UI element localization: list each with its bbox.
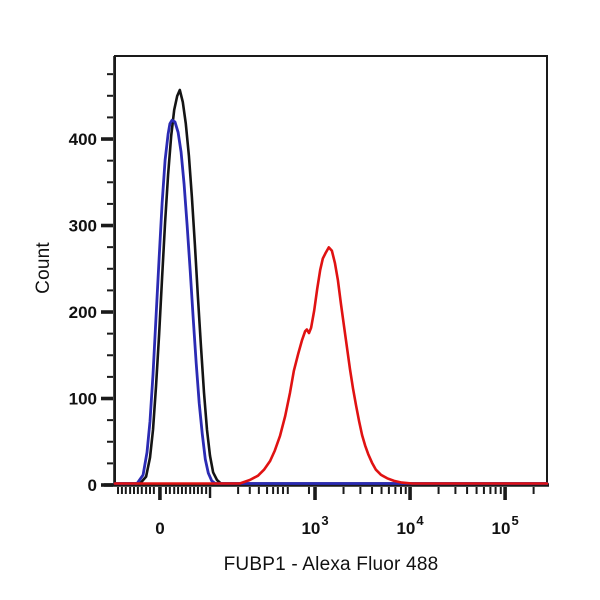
x-axis-title: FUBP1 - Alexa Fluor 488 <box>223 554 439 575</box>
x-tick-label: 105 <box>492 513 519 538</box>
y-tick-label: 400 <box>69 130 97 149</box>
y-tick-label: 200 <box>69 303 97 322</box>
plot-border <box>114 55 548 486</box>
red-curve <box>113 246 549 485</box>
x-tick-label: 103 <box>301 513 328 538</box>
y-tick-label: 100 <box>69 390 97 409</box>
x-tick-label: 104 <box>396 513 424 538</box>
y-tick-label: 300 <box>69 217 97 236</box>
y-axis-title: Count <box>33 242 54 294</box>
x-tick-label: 0 <box>155 519 164 538</box>
black-curve <box>113 88 549 485</box>
blue-curve <box>113 118 549 485</box>
y-tick-label: 0 <box>88 476 97 495</box>
